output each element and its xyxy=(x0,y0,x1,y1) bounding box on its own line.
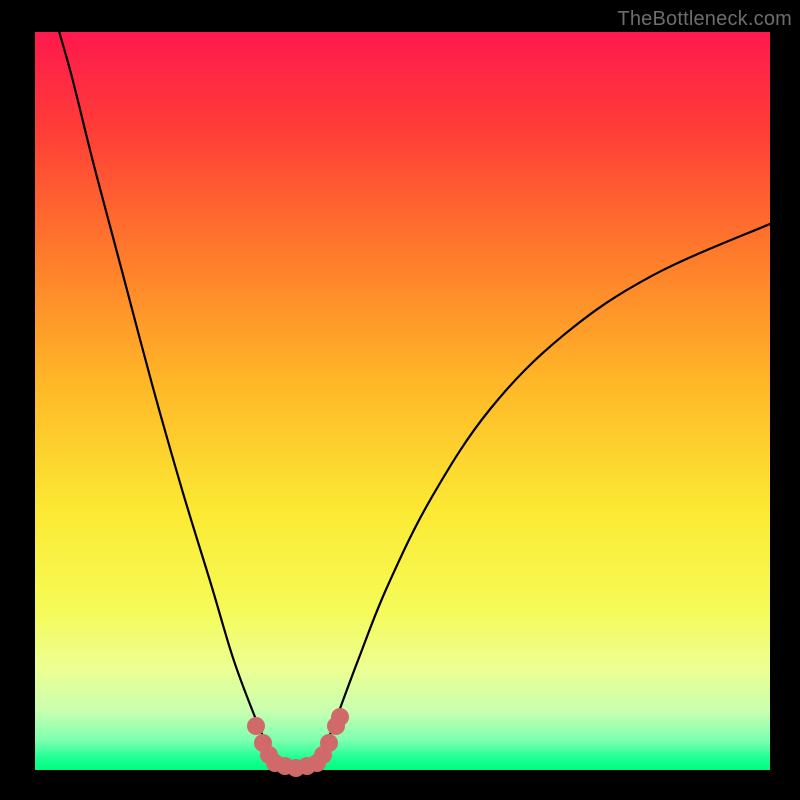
watermark-text: TheBottleneck.com xyxy=(617,8,792,31)
marker-layer xyxy=(35,32,770,770)
chart-stage: TheBottleneck.com xyxy=(0,0,800,800)
curve-marker xyxy=(247,717,265,735)
curve-marker xyxy=(331,708,349,726)
plot-frame xyxy=(35,32,770,770)
curve-marker xyxy=(320,734,338,752)
